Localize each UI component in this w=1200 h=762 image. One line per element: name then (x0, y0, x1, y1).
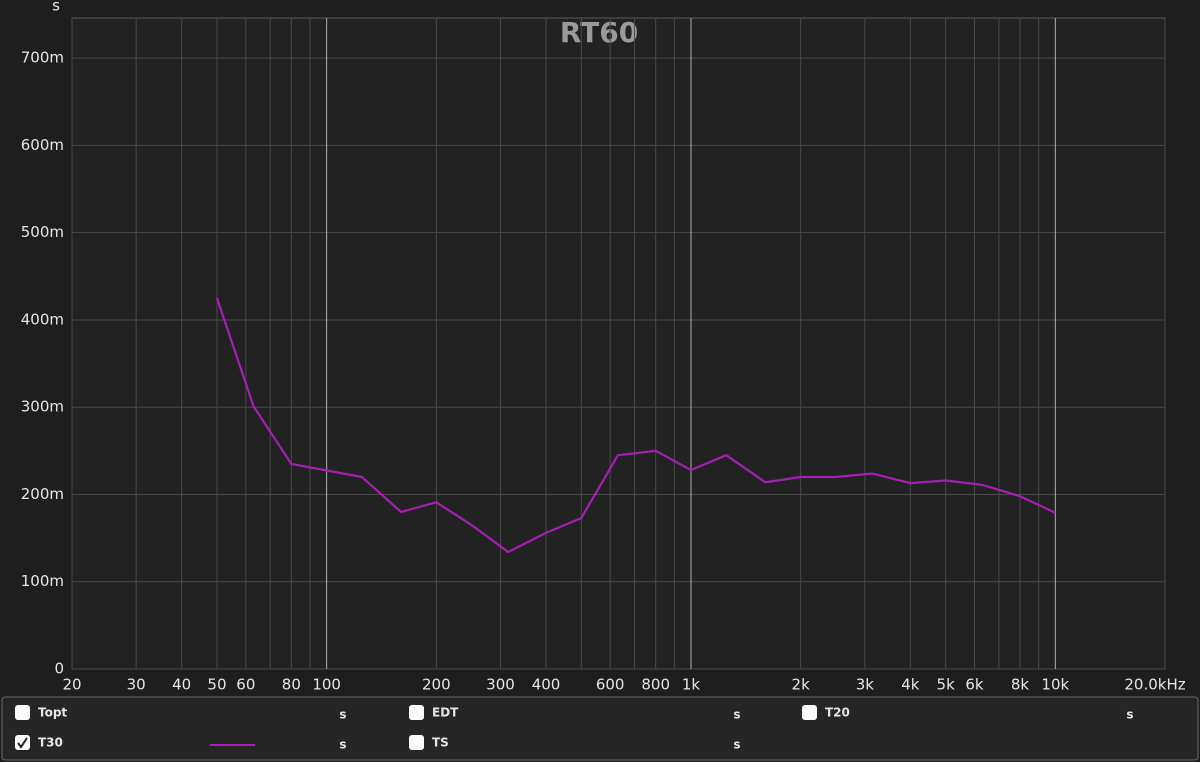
legend-unit: s (339, 708, 346, 722)
x-tick-label: 2k (792, 676, 811, 694)
x-tick-label: 800 (641, 676, 670, 694)
legend-unit: s (1126, 708, 1133, 722)
x-tick-label: 3k (856, 676, 875, 694)
y-axis-label: s (52, 0, 60, 15)
x-tick-label: 80 (282, 676, 301, 694)
checkbox[interactable] (409, 735, 424, 750)
legend-panel (1, 696, 1199, 761)
checkmark[interactable] (17, 737, 28, 749)
y-tick-label: 0 (54, 660, 64, 678)
checkbox[interactable] (802, 705, 817, 720)
x-tick-label: 4k (901, 676, 920, 694)
x-tick-label: 8k (1011, 676, 1030, 694)
chart-title: RT60 (560, 16, 638, 49)
y-tick-label: 100m (21, 572, 64, 590)
data-line (215, 297, 1056, 554)
legend-unit: s (733, 738, 740, 752)
legend-label: T20 (825, 706, 850, 720)
x-tick-label: 300 (486, 676, 515, 694)
y-tick-label: 500m (21, 223, 64, 241)
x-tick-label: 30 (127, 676, 146, 694)
legend-unit: s (339, 738, 346, 752)
x-tick-label: 200 (422, 676, 451, 694)
x-tick-label: 400 (532, 676, 561, 694)
legend-unit: s (733, 708, 740, 722)
x-tick-label: 6k (965, 676, 984, 694)
x-tick-label: 1k (682, 676, 701, 694)
checkbox[interactable] (15, 705, 30, 720)
checkbox[interactable] (409, 705, 424, 720)
y-tick-label: 400m (21, 310, 64, 328)
x-tick-label: 5k (937, 676, 956, 694)
x-tick-label: 20.0kHz (1124, 676, 1185, 694)
x-tick-label: 10k (1041, 676, 1069, 694)
x-tick-label: 20 (62, 676, 81, 694)
legend-label: T30 (38, 736, 63, 750)
plot-area (71, 17, 1166, 670)
y-tick-label: 200m (21, 485, 64, 503)
y-tick-label: 300m (21, 398, 64, 416)
y-tick-label: 700m (21, 49, 64, 67)
x-tick-label: 40 (172, 676, 191, 694)
x-tick-label: 600 (596, 676, 625, 694)
checkbox[interactable] (15, 735, 30, 750)
legend-label: EDT (432, 706, 459, 720)
x-tick-label: 60 (236, 676, 255, 694)
legend-label: TS (432, 736, 449, 750)
x-tick-label: 100 (312, 676, 341, 694)
x-tick-label: 50 (207, 676, 226, 694)
y-tick-label: 600m (21, 136, 64, 154)
legend-label: Topt (38, 706, 67, 720)
